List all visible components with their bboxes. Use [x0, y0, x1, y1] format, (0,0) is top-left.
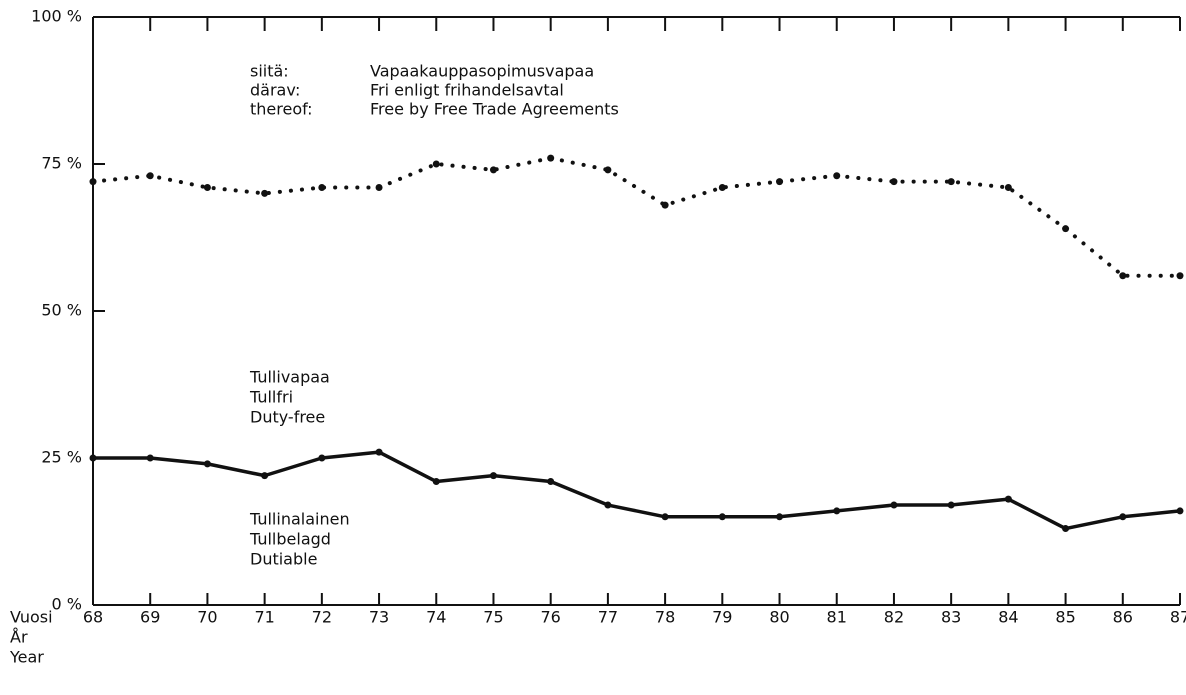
x-tick-label: 83 [941, 608, 961, 627]
x-tick-label: 87 [1170, 608, 1186, 627]
point [203, 184, 211, 192]
annotation: Tullbelagd [249, 530, 331, 549]
point [1119, 513, 1127, 521]
point [1004, 495, 1012, 503]
point [1004, 184, 1012, 192]
annotation-term: siitä: [250, 62, 289, 81]
point [947, 501, 955, 509]
point [1176, 272, 1184, 280]
x-tick-label: 85 [1055, 608, 1075, 627]
annotation: Dutiable [250, 550, 317, 569]
x-tick-label: 71 [254, 608, 274, 627]
point [318, 184, 326, 192]
point [604, 166, 612, 174]
y-tick-label: 100 % [31, 7, 82, 26]
x-tick-label: 73 [369, 608, 389, 627]
x-tick-label: 72 [312, 608, 332, 627]
point [604, 501, 612, 509]
point [718, 184, 726, 192]
x-tick-label: 70 [197, 608, 217, 627]
point [776, 178, 784, 186]
point [1062, 525, 1070, 533]
point [661, 513, 669, 521]
point [146, 172, 154, 180]
point [776, 513, 784, 521]
point [718, 513, 726, 521]
y-tick-label: 75 % [41, 154, 82, 173]
x-tick-label: 75 [483, 608, 503, 627]
point [890, 178, 898, 186]
annotation-term: därav: [250, 81, 300, 100]
x-tick-label: 77 [598, 608, 618, 627]
x-axis-label: Vuosi [10, 608, 53, 627]
x-tick-label: 86 [1113, 608, 1133, 627]
annotation: Tullivapaa [249, 368, 330, 387]
point [146, 454, 154, 462]
annotation: Tullfri [249, 388, 293, 407]
x-tick-label: 78 [655, 608, 675, 627]
x-tick-label: 79 [712, 608, 732, 627]
x-tick-label: 84 [998, 608, 1018, 627]
x-tick-label: 82 [884, 608, 904, 627]
point [203, 460, 211, 468]
point [89, 178, 97, 186]
point [833, 172, 841, 180]
point [1062, 225, 1070, 233]
annotation-text: Vapaakauppasopimusvapaa [370, 62, 594, 81]
x-tick-label: 80 [769, 608, 789, 627]
point [1176, 507, 1184, 515]
x-axis-label: År [10, 628, 28, 647]
y-tick-label: 50 % [41, 301, 82, 320]
annotation-text: Free by Free Trade Agreements [370, 100, 619, 119]
annotation: Tullinalainen [249, 510, 350, 529]
annotation-term: thereof: [250, 100, 313, 119]
x-axis-label: Year [9, 648, 44, 667]
point [833, 507, 841, 515]
point [547, 154, 555, 162]
y-tick-label: 25 % [41, 448, 82, 467]
point [432, 160, 440, 168]
x-tick-label: 81 [827, 608, 847, 627]
point [661, 201, 669, 209]
point [318, 454, 326, 462]
point [261, 189, 269, 197]
x-tick-label: 68 [83, 608, 103, 627]
x-tick-label: 76 [541, 608, 561, 627]
point [489, 166, 497, 174]
point [890, 501, 898, 509]
point [375, 184, 383, 192]
point [1119, 272, 1127, 280]
point [375, 448, 383, 456]
point [261, 472, 269, 480]
point [489, 472, 497, 480]
series-line [91, 156, 1182, 278]
point [947, 178, 955, 186]
point [432, 478, 440, 486]
x-tick-label: 74 [426, 608, 446, 627]
point [547, 478, 555, 486]
annotation-text: Fri enligt frihandelsavtal [370, 81, 564, 100]
y-tick-label: 0 % [52, 595, 82, 614]
point [89, 454, 97, 462]
annotation: Duty-free [250, 408, 325, 427]
series-line [91, 450, 1182, 531]
x-tick-label: 69 [140, 608, 160, 627]
